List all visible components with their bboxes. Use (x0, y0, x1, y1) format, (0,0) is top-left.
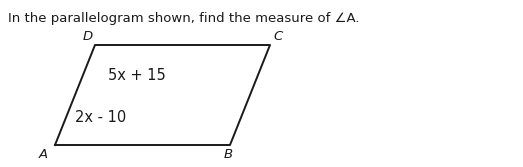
Text: D: D (83, 31, 93, 43)
Text: B: B (223, 148, 233, 161)
Text: A: A (38, 148, 48, 161)
Text: 5x + 15: 5x + 15 (108, 67, 166, 82)
Text: In the parallelogram shown, find the measure of ∠A.: In the parallelogram shown, find the mea… (8, 12, 359, 25)
Text: C: C (274, 31, 282, 43)
Text: 2x - 10: 2x - 10 (75, 111, 126, 125)
